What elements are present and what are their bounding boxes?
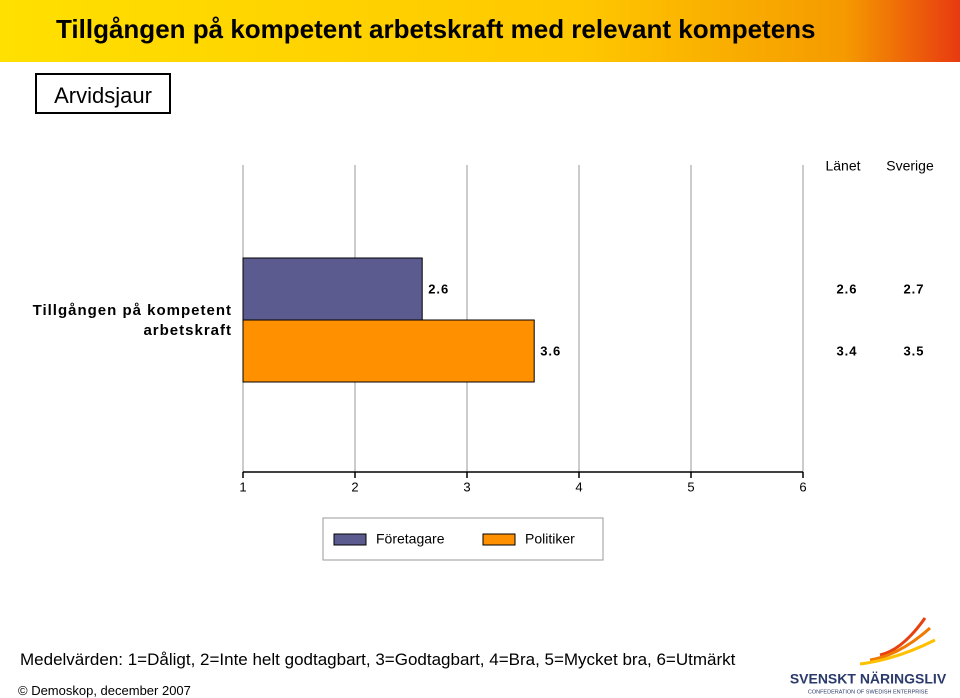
value-label: 2.6	[428, 281, 449, 296]
legend-swatch	[482, 533, 516, 546]
x-tick-label: 5	[687, 479, 694, 494]
logo-swoosh	[859, 638, 936, 666]
logo-text: SVENSKT NÄRINGSLIV	[790, 671, 947, 687]
value-label: 3.6	[540, 343, 561, 358]
category-label: Tillgången på kompetent arbetskraft	[32, 302, 232, 339]
comparison-value: 3.5	[903, 343, 924, 358]
legend-swatch	[333, 533, 367, 546]
comparison-value: 2.7	[903, 281, 924, 296]
column-header: Sverige	[886, 158, 934, 174]
comparison-value: 2.6	[836, 281, 857, 296]
legend-box	[322, 517, 604, 561]
x-tick-label: 6	[799, 479, 806, 494]
legend-label: Politiker	[525, 531, 575, 547]
bar	[242, 319, 535, 383]
x-tick-label: 2	[351, 479, 358, 494]
logo-swoosh	[879, 617, 927, 657]
x-tick-label: 3	[463, 479, 470, 494]
column-header: Länet	[825, 158, 860, 174]
region-label: Arvidsjaur	[35, 73, 171, 114]
title: Tillgången på kompetent arbetskraft med …	[56, 14, 816, 44]
legend-label: Företagare	[376, 531, 445, 547]
x-tick-label: 4	[575, 479, 582, 494]
comparison-value: 3.4	[836, 343, 857, 358]
copyright: © Demoskop, december 2007	[18, 683, 191, 698]
title-bar	[0, 0, 960, 62]
x-tick-label: 1	[239, 479, 246, 494]
footnote: Medelvärden: 1=Dåligt, 2=Inte helt godta…	[20, 650, 736, 669]
logo-swoosh	[869, 626, 932, 662]
logo-subtext: CONFEDERATION OF SWEDISH ENTERPRISE	[808, 689, 929, 695]
bar	[242, 257, 423, 321]
